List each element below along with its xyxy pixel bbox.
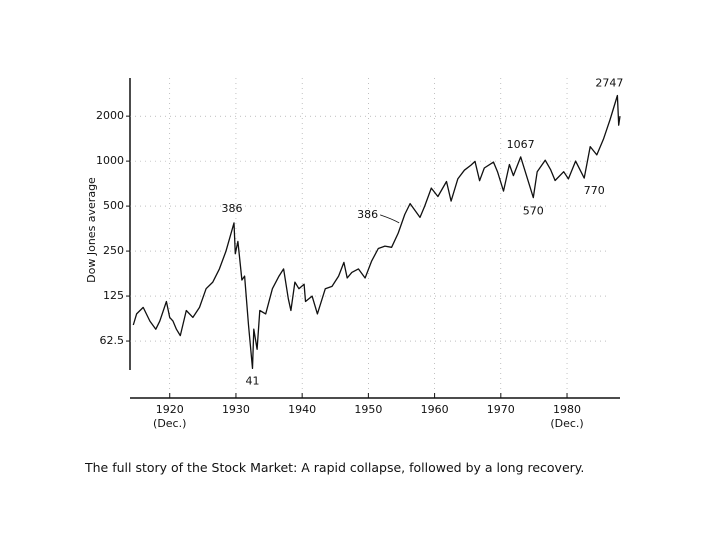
y-tick-label: 62.5 (100, 334, 125, 347)
annotation: 41 (246, 374, 260, 387)
y-tick-label: 125 (103, 289, 124, 302)
annotation: 770 (584, 184, 605, 197)
y-tick-label: 1000 (96, 154, 124, 167)
annotation-arrow (380, 214, 400, 224)
annotation: 386 (221, 202, 242, 215)
x-tick-label: 1950 (354, 403, 383, 416)
y-tick-label: 250 (103, 244, 124, 257)
y-tick-label: 2000 (96, 109, 124, 122)
price-line (132, 94, 621, 370)
y-tick-label: 500 (103, 199, 124, 212)
x-tick-label: 1930 (221, 403, 250, 416)
x-tick-label: 1970 (486, 403, 515, 416)
annotation: 2747 (595, 77, 623, 90)
y-axis-label: Dow Jones average (85, 177, 98, 283)
x-tick-label: 1920 (Dec.) (153, 403, 187, 430)
annotation: 386 (357, 208, 378, 221)
annotation: 570 (523, 205, 544, 218)
x-tick-label: 1960 (420, 403, 449, 416)
x-tick-label: 1980 (Dec.) (550, 403, 584, 430)
caption: The full story of the Stock Market: A ra… (85, 460, 585, 475)
annotation: 1067 (507, 138, 535, 151)
x-tick-label: 1940 (288, 403, 317, 416)
